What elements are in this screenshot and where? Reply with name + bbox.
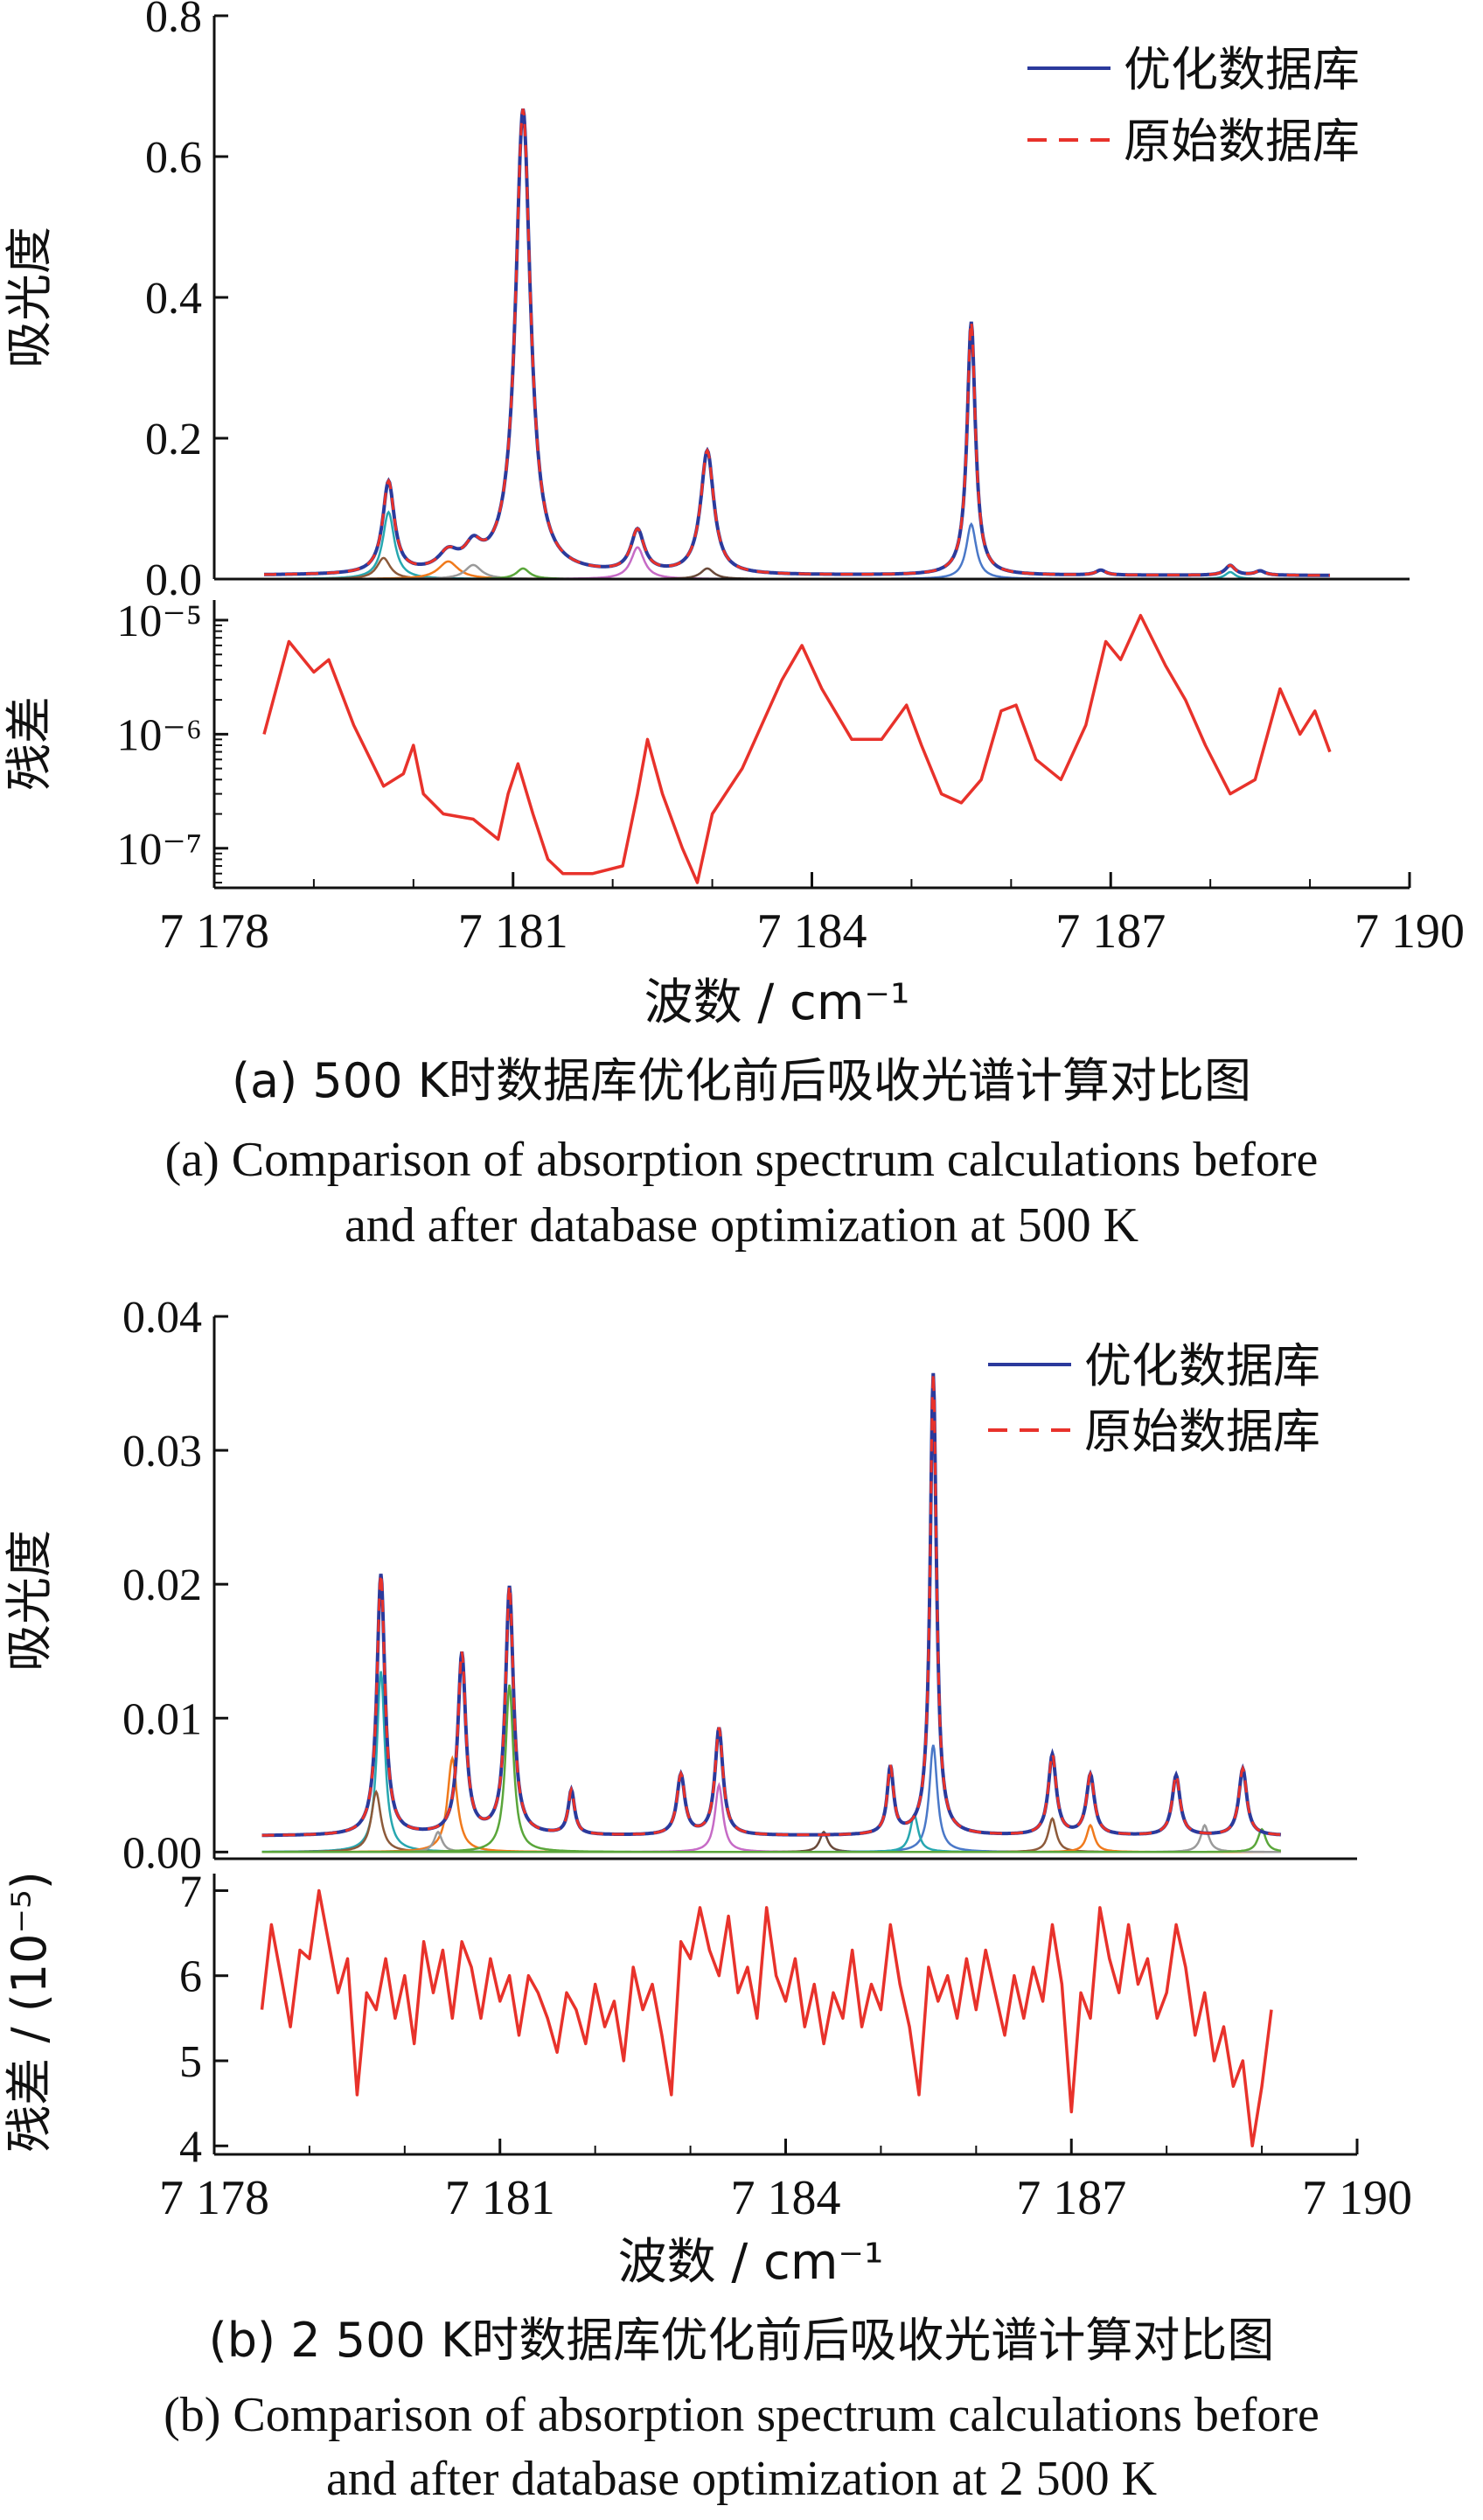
absorbance-y-tick-label: 0.02 [122,1560,202,1610]
component-line-2 [261,1790,1281,1853]
caption-b-english-line2: and after database optimization at 2 500… [325,2452,1158,2506]
absorbance-y-tick-label: 0.4 [145,274,202,324]
component-line-6 [261,1782,1281,1853]
x-tick-label: 7 181 [445,2171,555,2225]
legend-original-label: 原始数据库 [1084,1404,1320,1459]
caption-a-english-line1: (a) Comparison of absorption spectrum ca… [164,1133,1319,1187]
residual-y-tick-label: 10⁻⁵ [116,597,202,646]
x-tick-label: 7 187 [1016,2171,1126,2225]
caption-a-chinese: (a) 500 K时数据库优化前后吸收光谱计算对比图 [231,1053,1252,1108]
absorbance-y-tick-label: 0.00 [122,1828,202,1878]
absorbance-y-tick-label: 0.04 [122,1293,202,1343]
residual-line [260,1888,1273,2148]
residual-y-tick-label: 10⁻⁶ [116,710,202,760]
x-tick-label: 7 184 [731,2171,841,2225]
absorbance-y-tick-label: 0.03 [122,1427,202,1476]
x-tick-label: 7 178 [159,2171,269,2225]
optimized-database-line [264,108,1330,577]
caption-a-english-line2: and after database optimization at 500 K [344,1198,1139,1253]
residual-y-tick-label: 7 [179,1867,202,1916]
x-axis-label: 波数 / cm⁻¹ [618,2234,884,2291]
caption-b-chinese: (b) 2 500 K时数据库优化前后吸收光谱计算对比图 [208,2313,1275,2368]
absorbance-y-tick-label: 0.0 [145,555,202,605]
x-tick-label: 7 190 [1302,2171,1412,2225]
absorbance-y-axis-label: 吸光度 [2,227,57,368]
absorbance-y-tick-label: 0.01 [122,1694,202,1744]
caption-b-english-line1: (b) Comparison of absorption spectrum ca… [164,2388,1319,2442]
residual-y-tick-label: 6 [179,1952,202,2002]
component-line-3 [261,1755,1281,1853]
absorbance-y-tick-label: 0.8 [145,0,202,42]
x-tick-label: 7 187 [1055,904,1166,959]
component-line-1 [264,510,1330,581]
x-tick-label: 7 178 [159,904,269,959]
x-tick-label: 7 184 [757,904,867,959]
x-tick-label: 7 181 [458,904,568,959]
component-line-13 [261,1827,1282,1853]
absorbance-y-tick-label: 0.6 [145,133,202,183]
residual-y-axis-label: 残差 [2,696,57,791]
residual-y-tick-label: 5 [179,2037,202,2087]
component-line-8 [264,521,1330,581]
residual-line [262,613,1332,884]
legend-optimized-label: 优化数据库 [1124,42,1360,97]
residual-y-tick-label: 10⁻⁷ [116,825,202,875]
absorbance-y-tick-label: 0.2 [145,415,202,464]
residual-y-tick-label: 4 [179,2122,202,2172]
legend-original-label: 原始数据库 [1124,114,1360,169]
original-database-line [261,1372,1282,1837]
original-database-line [264,108,1330,577]
component-line-1 [261,1671,1281,1853]
x-tick-label: 7 190 [1354,904,1465,959]
x-axis-label: 波数 / cm⁻¹ [644,974,910,1031]
absorbance-y-axis-label: 吸光度 [2,1530,57,1672]
residual-y-axis-label: 残差 / (10⁻⁵) [2,1871,57,2153]
legend-optimized-label: 优化数据库 [1084,1338,1320,1393]
